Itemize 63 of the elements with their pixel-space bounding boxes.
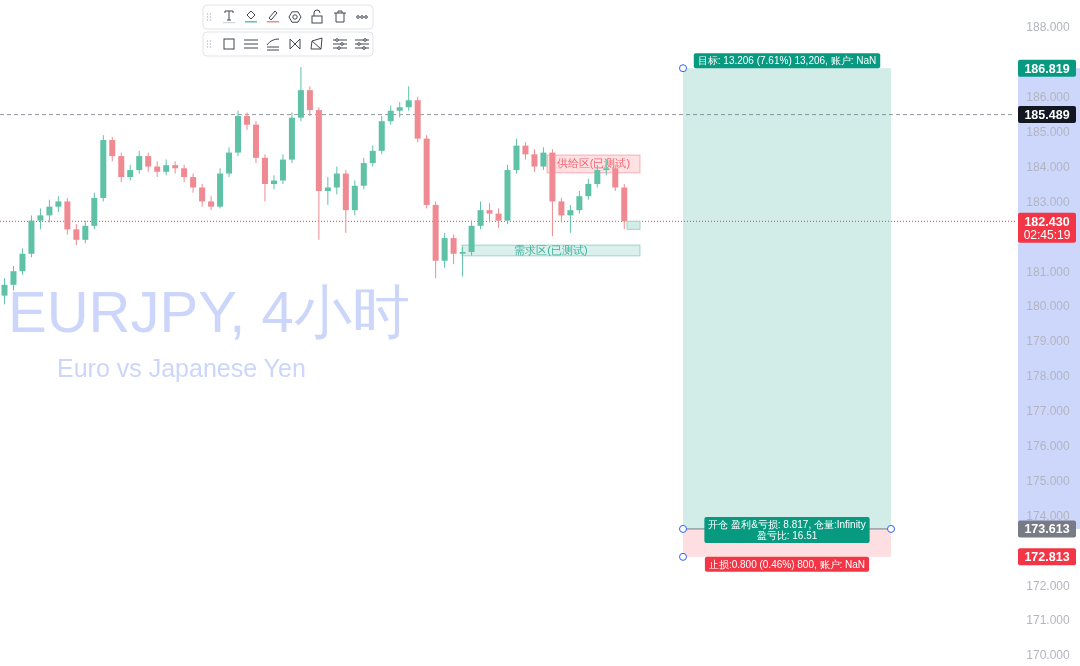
candlestick	[199, 183, 206, 208]
candlestick	[279, 153, 286, 185]
candlestick	[387, 105, 394, 126]
y-tick-label: 176.000	[1026, 439, 1071, 454]
text: 173.613	[1024, 522, 1070, 537]
y-tick-label: 170.000	[1026, 648, 1071, 663]
candlestick	[109, 136, 116, 162]
candlestick	[37, 207, 44, 230]
y-tick-label: 177.000	[1026, 404, 1071, 419]
candlestick	[576, 190, 583, 215]
candlestick	[181, 164, 188, 183]
candlestick	[531, 148, 538, 173]
candlestick	[226, 146, 233, 178]
candlestick	[306, 85, 313, 117]
candlestick	[369, 145, 376, 168]
candlestick	[324, 176, 331, 206]
candlestick	[360, 157, 367, 190]
candlestick	[1, 277, 8, 305]
text: 186.819	[1024, 61, 1070, 76]
candlestick	[19, 248, 26, 276]
candlestick	[450, 234, 457, 265]
y-tick-label: 186.000	[1026, 90, 1071, 105]
candlestick	[333, 166, 340, 195]
y-tick-label: 174.000	[1026, 508, 1071, 523]
candlestick	[567, 204, 574, 234]
y-tick-label: 181.000	[1026, 264, 1071, 279]
y-tick-label: 188.000	[1026, 20, 1071, 35]
candlestick	[585, 178, 592, 201]
y-tick-label: 179.000	[1026, 334, 1071, 349]
candlestick	[73, 223, 80, 246]
candlestick	[486, 202, 493, 223]
candlestick	[558, 197, 565, 223]
y-tick-label: 180.000	[1026, 299, 1071, 314]
candlestick	[495, 207, 502, 229]
candlestick	[46, 199, 53, 223]
candlestick	[82, 220, 89, 244]
y-tick-label: 175.000	[1026, 473, 1071, 488]
candlestick	[459, 246, 466, 277]
y-tick-label: 172.000	[1026, 578, 1071, 593]
y-tick-label: 178.000	[1026, 369, 1071, 384]
band-label: 需求区(已测试)	[514, 243, 588, 256]
annotation: 目标: 13.206 (7.61%) 13,206, 账户: NaN	[697, 55, 877, 67]
y-tick-label: 183.000	[1026, 194, 1071, 209]
text: 02:45:19	[1023, 228, 1071, 243]
candlestick	[118, 152, 125, 183]
y-tick-label: 184.000	[1026, 159, 1071, 174]
candlestick	[405, 85, 412, 112]
candlestick	[441, 232, 448, 269]
candlestick	[10, 265, 17, 291]
y-tick-label: 171.000	[1026, 613, 1071, 628]
candlestick	[244, 111, 251, 131]
candlestick	[540, 146, 547, 171]
text: 172.813	[1024, 550, 1070, 565]
annotation: 开仓 盈利&亏损: 8.817, 仓量:Infinity 盈亏比: 16.51	[708, 518, 866, 541]
candlestick	[190, 173, 197, 194]
ref-line-label: 185.489	[1024, 108, 1070, 123]
candlestick	[136, 150, 143, 175]
candlestick	[208, 195, 215, 211]
ref-line-label: 182.430	[1024, 214, 1070, 229]
candlestick	[145, 152, 152, 173]
candlestick	[477, 200, 484, 230]
y-tick-label: 185.000	[1026, 125, 1071, 140]
annotation: 止损:0.800 (0.46%) 800, 账户: NaN	[708, 558, 866, 570]
